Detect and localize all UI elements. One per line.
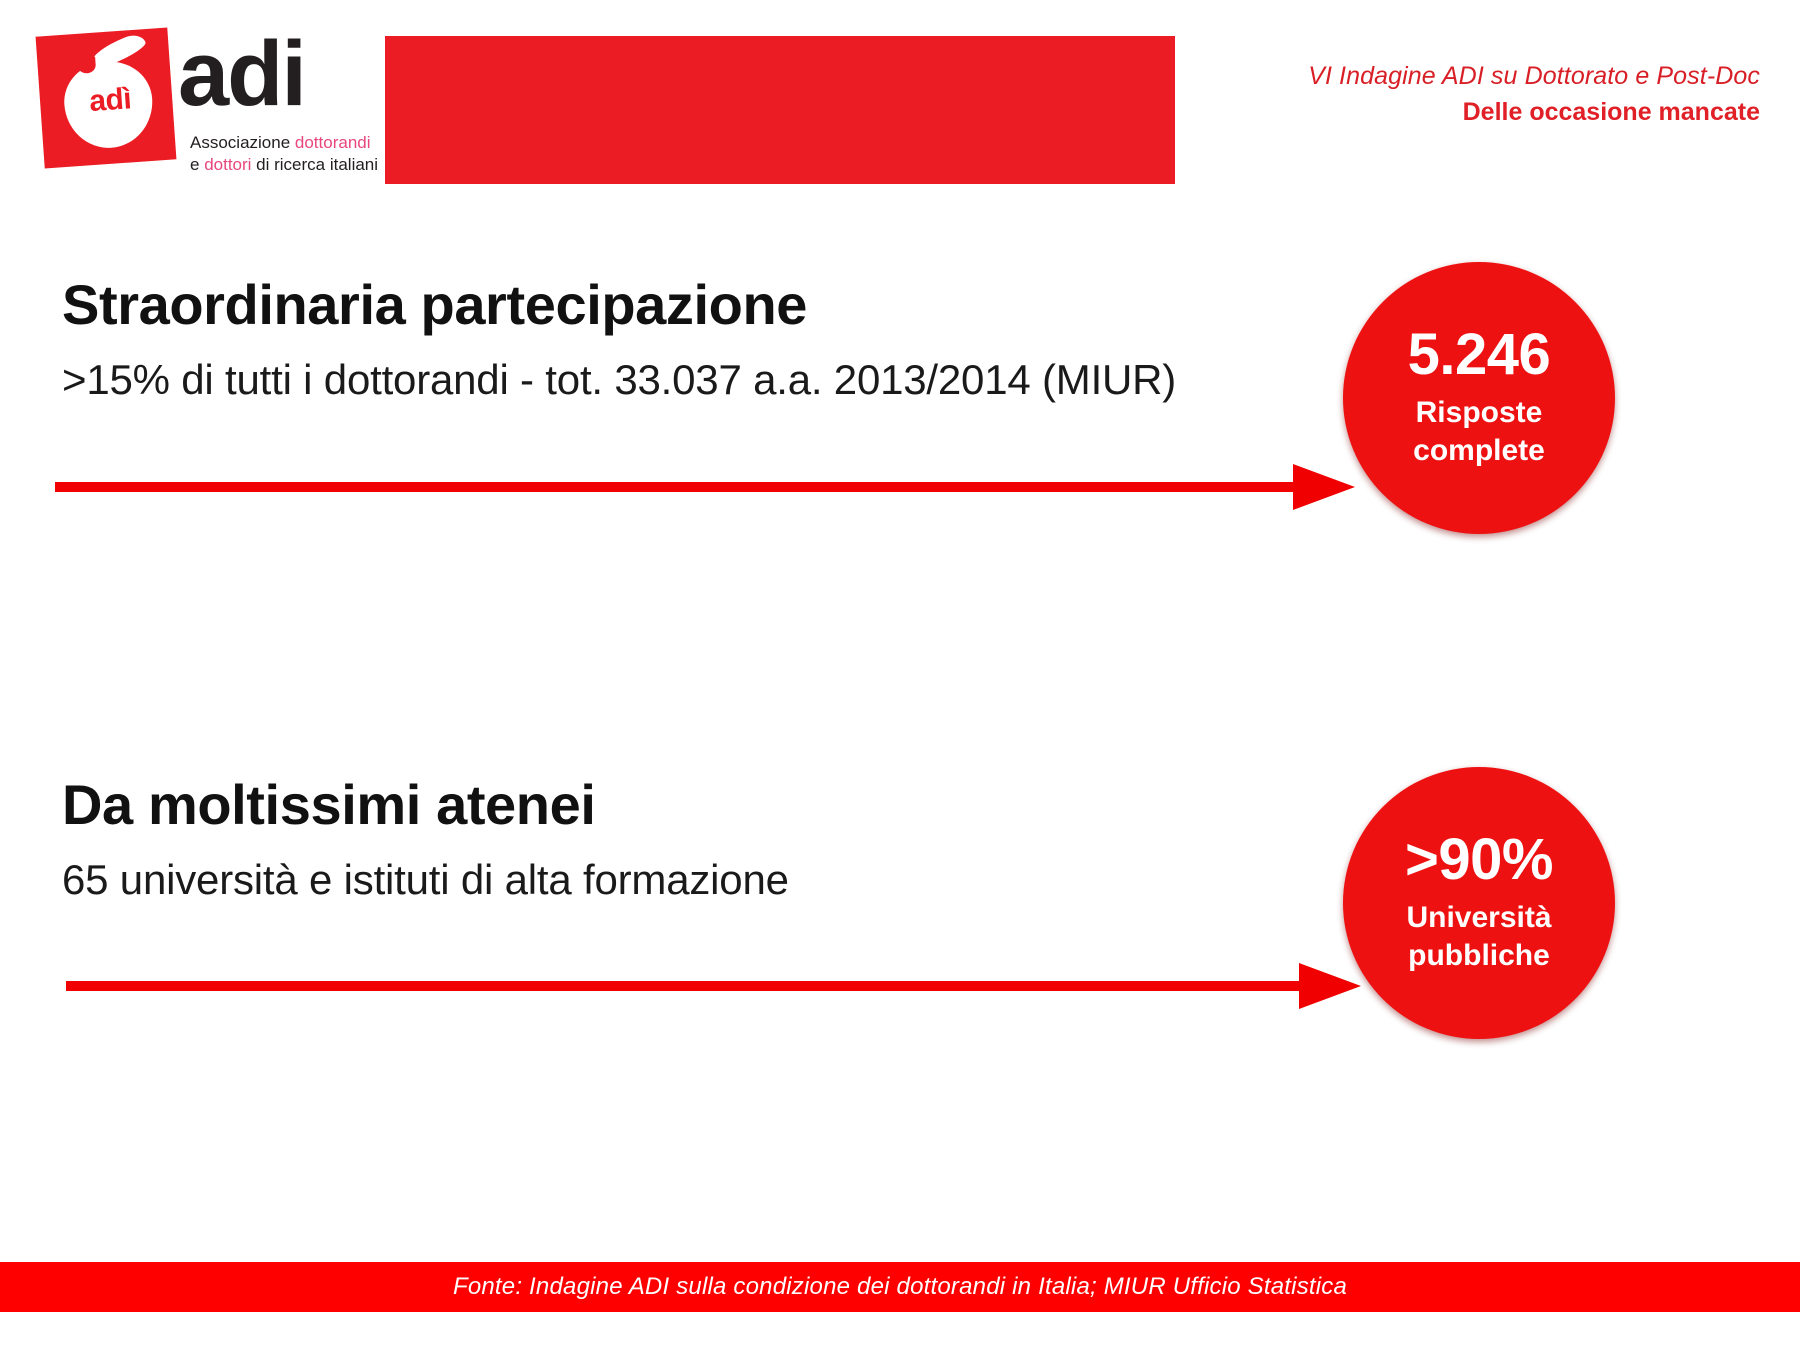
logo-wordmark: adi xyxy=(178,23,307,125)
footer-bar: Fonte: Indagine ADI sulla condizione dei… xyxy=(0,1262,1800,1312)
block-subtitle: 65 università e istituti di alta formazi… xyxy=(62,856,789,903)
stat-value: 5.246 xyxy=(1407,322,1551,388)
stat-circle: >90% Università pubbliche xyxy=(1343,767,1615,1039)
right-arrow-icon xyxy=(66,963,1361,1009)
logo-tagline: Associazione dottorandi e dottori di ric… xyxy=(190,132,378,176)
stat-value: >90% xyxy=(1405,827,1553,893)
logo-tagline-line1-highlight: dottorandi xyxy=(294,133,371,152)
stat-circle: 5.246 Risposte complete xyxy=(1343,262,1615,534)
logo-tagline-line1-plain: Associazione xyxy=(190,133,295,152)
block-title: Da moltissimi atenei xyxy=(62,773,596,836)
stat-label: Risposte complete xyxy=(1413,394,1545,471)
survey-title: VI Indagine ADI su Dottorato e Post-Doc xyxy=(1308,62,1760,90)
logo-tagline-line1: Associazione dottorandi xyxy=(190,132,378,154)
logo-apple-text: adì xyxy=(88,82,133,119)
logo-tagline-line2: e dottori di ricerca italiani xyxy=(190,154,378,176)
logo-tagline-line2-suffix: di ricerca italiani xyxy=(251,154,379,174)
right-arrow-icon xyxy=(55,464,1355,510)
header-titles: VI Indagine ADI su Dottorato e Post-Doc … xyxy=(1200,60,1760,128)
logo-tagline-line2-highlight: dottori xyxy=(204,154,252,174)
stat-label-line2: pubbliche xyxy=(1408,939,1550,973)
stat-label-line1: Risposte xyxy=(1415,396,1543,430)
logo-square-mark: adì xyxy=(35,27,177,169)
adi-logo: adì adi Associazione dottorandi e dottor… xyxy=(35,23,378,176)
stat-label-line2: complete xyxy=(1413,434,1545,468)
survey-subtitle: Delle occasione mancate xyxy=(1462,98,1760,126)
header-accent-bar xyxy=(385,36,1175,184)
block-title: Straordinaria partecipazione xyxy=(62,273,808,336)
stat-label-line1: Università xyxy=(1406,901,1552,935)
block-subtitle: >15% di tutti i dottorandi - tot. 33.037… xyxy=(62,356,1177,403)
logo-tagline-line2-prefix: e xyxy=(190,154,205,174)
source-note: Fonte: Indagine ADI sulla condizione dei… xyxy=(452,1273,1348,1300)
stat-label: Università pubbliche xyxy=(1406,899,1551,976)
